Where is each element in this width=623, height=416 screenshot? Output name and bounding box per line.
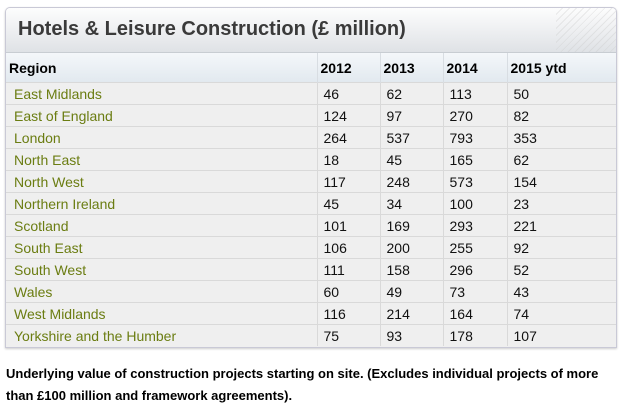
region-cell: West Midlands [6,302,318,325]
region-cell: South East [6,236,318,259]
value-cell: 75 [317,324,381,346]
value-cell: 353 [507,126,616,149]
value-cell: 165 [443,148,508,171]
value-cell: 158 [380,258,444,281]
value-cell: 248 [380,170,444,193]
table-row: Wales 60 49 73 43 [6,280,616,303]
table-row: East Midlands 46 62 113 50 [6,82,616,105]
panel-title: Hotels & Leisure Construction (£ million… [18,18,406,40]
value-cell: 62 [380,82,444,105]
value-cell: 23 [507,192,616,215]
table-row: West Midlands 116 214 164 74 [6,302,616,325]
value-cell: 793 [443,126,508,149]
value-cell: 49 [380,280,444,303]
table-row: London 264 537 793 353 [6,126,616,149]
table-row: North East 18 45 165 62 [6,148,616,171]
value-cell: 43 [507,280,616,303]
value-cell: 107 [507,324,616,346]
region-cell: Scotland [6,214,318,237]
value-cell: 178 [443,324,508,346]
data-table: Region 2012 2013 2014 2015 ytd East Midlands… [6,53,616,346]
column-header-year: 2012 [317,53,381,83]
value-cell: 270 [443,104,508,127]
value-cell: 93 [380,324,444,346]
table-caption: Underlying value of construction project… [6,366,599,403]
value-cell: 45 [317,192,381,215]
value-cell: 573 [443,170,508,193]
value-cell: 537 [380,126,444,149]
value-cell: 50 [507,82,616,105]
value-cell: 111 [317,258,381,281]
table-row: Northern Ireland 45 34 100 23 [6,192,616,215]
region-cell: Wales [6,280,318,303]
column-header-year: 2013 [380,53,444,83]
value-cell: 169 [380,214,444,237]
value-cell: 214 [380,302,444,325]
region-cell: London [6,126,318,149]
value-cell: 296 [443,258,508,281]
value-cell: 46 [317,82,381,105]
region-cell: East of England [6,104,318,127]
region-cell: Yorkshire and the Humber [6,324,318,346]
column-header-region: Region [6,53,318,83]
value-cell: 117 [317,170,381,193]
table-panel: Hotels & Leisure Construction (£ million… [5,7,617,348]
value-cell: 82 [507,104,616,127]
value-cell: 100 [443,192,508,215]
value-cell: 92 [507,236,616,259]
table-row: Yorkshire and the Humber 75 93 178 107 [6,324,616,346]
value-cell: 62 [507,148,616,171]
value-cell: 45 [380,148,444,171]
value-cell: 18 [317,148,381,171]
region-cell: North East [6,148,318,171]
value-cell: 293 [443,214,508,237]
header-row: Region 2012 2013 2014 2015 ytd [6,53,616,83]
value-cell: 97 [380,104,444,127]
region-cell: North West [6,170,318,193]
table-row: East of England 124 97 270 82 [6,104,616,127]
value-cell: 34 [380,192,444,215]
table-row: North West 117 248 573 154 [6,170,616,193]
value-cell: 74 [507,302,616,325]
value-cell: 200 [380,236,444,259]
value-cell: 101 [317,214,381,237]
panel-header: Hotels & Leisure Construction (£ million… [6,8,616,53]
value-cell: 73 [443,280,508,303]
region-cell: South West [6,258,318,281]
value-cell: 154 [507,170,616,193]
table-row: Scotland 101 169 293 221 [6,214,616,237]
region-cell: East Midlands [6,82,318,105]
table-row: South East 106 200 255 92 [6,236,616,259]
value-cell: 106 [317,236,381,259]
value-cell: 264 [317,126,381,149]
value-cell: 164 [443,302,508,325]
column-header-year: 2014 [443,53,508,83]
table-row: South West 111 158 296 52 [6,258,616,281]
value-cell: 221 [507,214,616,237]
value-cell: 52 [507,258,616,281]
value-cell: 124 [317,104,381,127]
value-cell: 116 [317,302,381,325]
region-cell: Northern Ireland [6,192,318,215]
value-cell: 60 [317,280,381,303]
value-cell: 113 [443,82,508,105]
column-header-year: 2015 ytd [507,53,616,83]
value-cell: 255 [443,236,508,259]
